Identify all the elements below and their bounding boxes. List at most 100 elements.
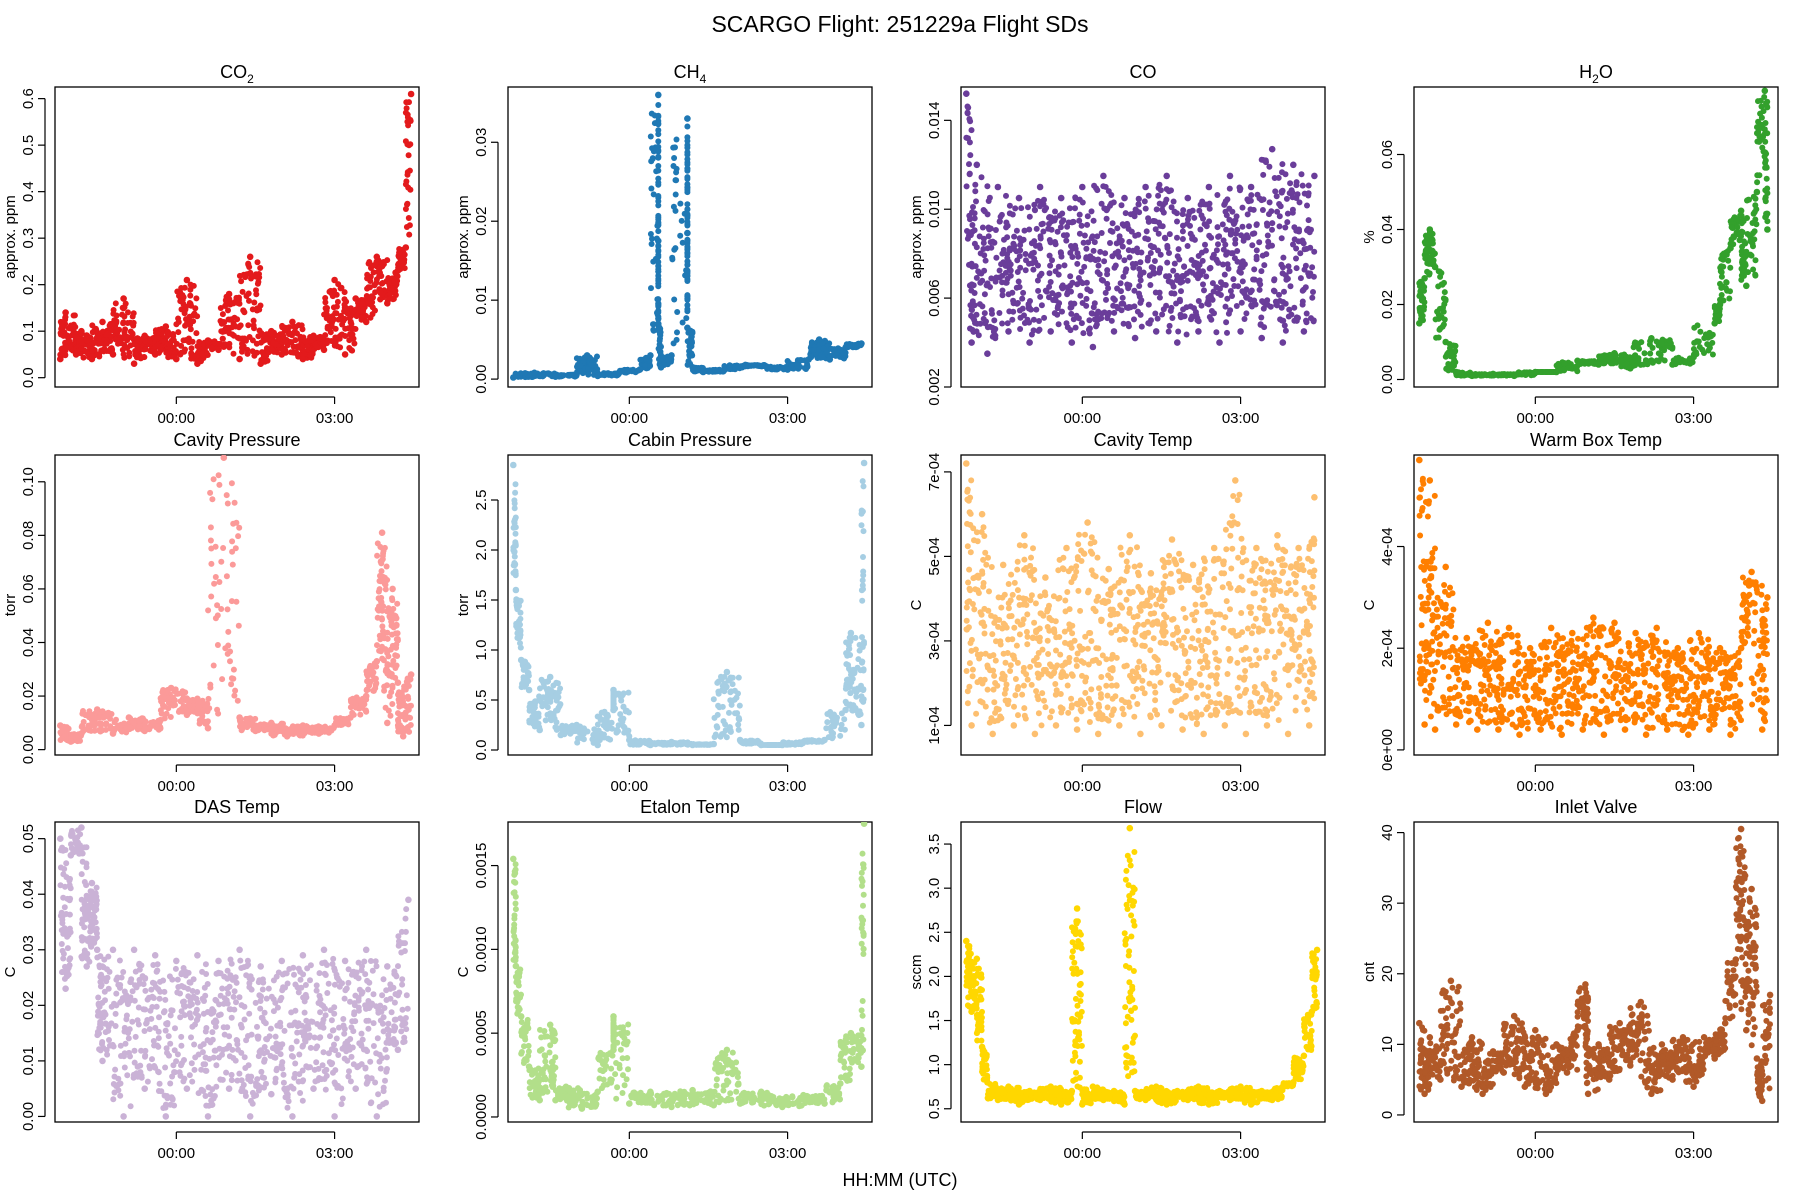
data-point <box>1142 205 1149 212</box>
y-tick-label: 0.00 <box>1379 365 1396 394</box>
data-point <box>1089 233 1096 240</box>
data-point <box>1669 361 1676 368</box>
data-point <box>1627 365 1634 372</box>
data-point <box>1189 313 1196 320</box>
data-point <box>1416 320 1423 327</box>
data-point <box>1046 283 1053 290</box>
data-point <box>1744 215 1750 221</box>
data-point <box>1239 223 1246 230</box>
data-point <box>180 691 186 697</box>
data-point <box>1098 315 1105 322</box>
data-point <box>119 346 126 353</box>
data-point <box>352 704 359 711</box>
data-point <box>228 316 235 323</box>
data-point <box>362 692 370 700</box>
data-point <box>385 275 392 281</box>
data-point <box>1083 245 1090 252</box>
data-point <box>80 718 87 725</box>
data-point <box>1026 339 1033 346</box>
data-point <box>322 295 329 301</box>
data-point <box>404 680 411 687</box>
data-point <box>1063 237 1070 244</box>
data-point <box>1261 262 1268 269</box>
data-point <box>142 718 149 725</box>
data-point <box>380 657 387 664</box>
data-point <box>207 524 214 531</box>
data-point <box>1011 242 1018 249</box>
data-point <box>648 241 655 247</box>
data-point <box>395 696 402 703</box>
data-point <box>332 325 339 332</box>
data-point <box>1107 227 1114 234</box>
data-point <box>178 342 185 349</box>
data-point <box>657 364 665 371</box>
data-point <box>1055 263 1062 270</box>
data-point <box>1197 226 1204 233</box>
data-point <box>1095 256 1102 263</box>
data-point <box>1762 120 1769 126</box>
data-point <box>309 727 316 734</box>
data-point <box>1164 259 1171 266</box>
data-point <box>1293 179 1300 186</box>
data-point <box>1199 257 1206 264</box>
data-point <box>1211 310 1217 317</box>
data-point <box>1147 282 1154 288</box>
data-point <box>388 671 395 677</box>
data-point <box>991 317 998 324</box>
data-point <box>1251 297 1258 304</box>
data-point <box>1111 297 1118 303</box>
data-point <box>1100 172 1107 180</box>
data-point <box>975 332 982 339</box>
data-point <box>399 733 407 740</box>
data-point <box>384 300 391 307</box>
data-point <box>978 174 985 181</box>
y-tick-label: 0.10 <box>20 467 37 496</box>
data-point <box>1059 285 1066 292</box>
data-point <box>270 340 277 346</box>
data-point <box>99 318 106 326</box>
data-point <box>157 707 164 714</box>
data-point <box>1025 204 1031 211</box>
plot-frame <box>960 86 1326 388</box>
data-point <box>1285 263 1292 270</box>
data-point <box>157 716 164 724</box>
y-tick-label: 0.02 <box>20 681 37 710</box>
data-point <box>190 312 197 319</box>
y-tick-label: 0.6 <box>20 88 37 109</box>
data-point <box>1221 271 1228 278</box>
data-point <box>671 155 678 161</box>
data-point <box>1226 172 1234 180</box>
data-point <box>552 693 559 700</box>
data-point <box>1072 324 1079 331</box>
data-point <box>1228 250 1235 257</box>
data-point <box>672 191 679 198</box>
data-point <box>220 342 227 349</box>
data-point <box>80 708 86 714</box>
data-point <box>1263 251 1270 258</box>
data-point <box>1739 229 1746 236</box>
data-point <box>207 537 214 544</box>
data-point <box>1207 264 1214 271</box>
data-point <box>1213 329 1220 336</box>
data-point <box>1195 328 1202 335</box>
data-point <box>1051 310 1058 317</box>
x-tick-label: 00:00 <box>1517 410 1555 427</box>
data-point <box>132 348 139 354</box>
y-tick-label: 0.08 <box>20 521 37 550</box>
data-point <box>1753 188 1761 196</box>
data-point <box>176 292 182 299</box>
data-point <box>333 291 340 298</box>
data-point <box>384 635 391 642</box>
data-point <box>1260 196 1267 203</box>
data-point <box>404 200 411 207</box>
data-point <box>788 362 795 369</box>
panel-title-text: CH <box>674 62 700 82</box>
data-point <box>972 181 979 188</box>
data-point <box>1223 212 1230 219</box>
data-point <box>1553 368 1560 376</box>
data-point <box>1269 226 1275 233</box>
data-point <box>1752 257 1759 264</box>
data-point <box>1220 261 1226 268</box>
data-point <box>362 707 369 714</box>
data-point <box>559 725 565 732</box>
